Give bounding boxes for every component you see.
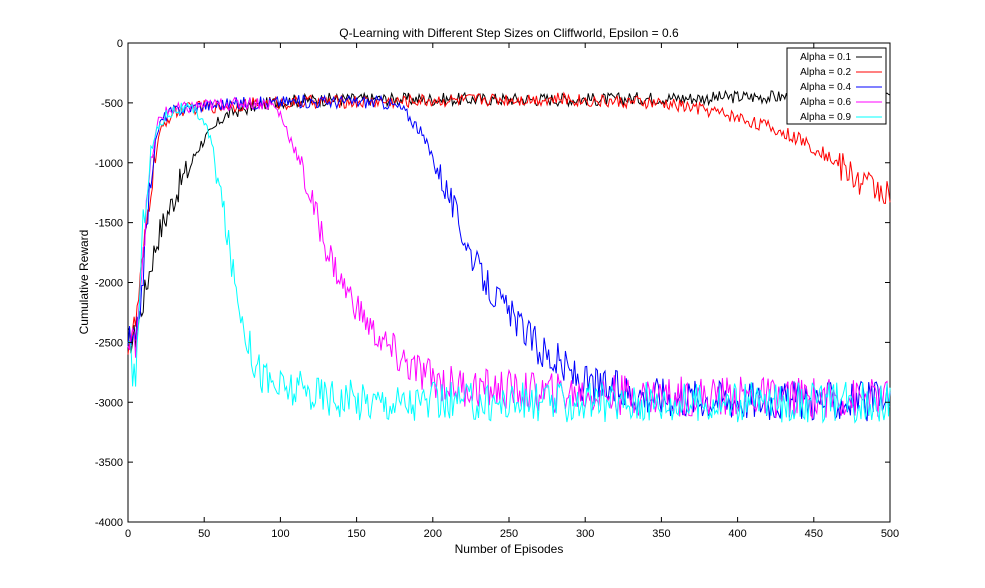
x-tick-label: 50 (198, 528, 210, 540)
y-tick-label: -3000 (95, 397, 123, 409)
y-tick-label: 0 (117, 38, 123, 50)
x-tick-label: 100 (271, 528, 289, 540)
legend-label: Alpha = 0.9 (800, 112, 851, 123)
series-line-4 (127, 102, 891, 424)
y-axis-title: Cumulative Reward (77, 230, 91, 335)
x-tick-label: 300 (576, 528, 594, 540)
x-tick-label: 150 (347, 528, 365, 540)
series-layer (127, 89, 891, 424)
x-tick-label: 500 (881, 528, 899, 540)
legend: Alpha = 0.1 Alpha = 0.2 Alpha = 0.4 Alpha =… (786, 47, 887, 125)
x-tick-label: 250 (500, 528, 518, 540)
legend-label: Alpha = 0.6 (800, 97, 851, 108)
series-line-2 (127, 94, 891, 422)
y-axis: 0 -500 -1000 -1500 -2000 -2500 -3000 -3500 -4000 (95, 38, 890, 529)
x-tick-label: 400 (728, 528, 746, 540)
y-tick-label: -2000 (95, 278, 123, 290)
x-tick-label: 350 (652, 528, 670, 540)
legend-label: Alpha = 0.2 (800, 67, 851, 78)
y-tick-label: -500 (101, 98, 123, 110)
x-tick-label: 450 (805, 528, 823, 540)
chart-title: Q-Learning with Different Step Sizes on … (339, 26, 679, 40)
y-tick-label: -3500 (95, 457, 123, 469)
series-line-1 (127, 91, 891, 355)
plot-area: 0 50 100 150 200 250 300 350 400 450 500 0 -500 -100… (95, 38, 899, 540)
y-tick-label: -1500 (95, 218, 123, 230)
x-tick-label: 200 (424, 528, 442, 540)
legend-label: Alpha = 0.1 (800, 52, 851, 63)
series-line-3 (127, 96, 891, 420)
legend-box (786, 47, 887, 125)
x-axis: 0 50 100 150 200 250 300 350 400 450 500 (125, 43, 899, 540)
legend-label: Alpha = 0.4 (800, 82, 851, 93)
plot-frame (127, 42, 891, 523)
x-axis-title: Number of Episodes (455, 542, 564, 556)
y-tick-label: -4000 (95, 517, 123, 529)
y-tick-label: -1000 (95, 158, 123, 170)
x-tick-label: 0 (125, 528, 131, 540)
y-tick-label: -2500 (95, 337, 123, 349)
